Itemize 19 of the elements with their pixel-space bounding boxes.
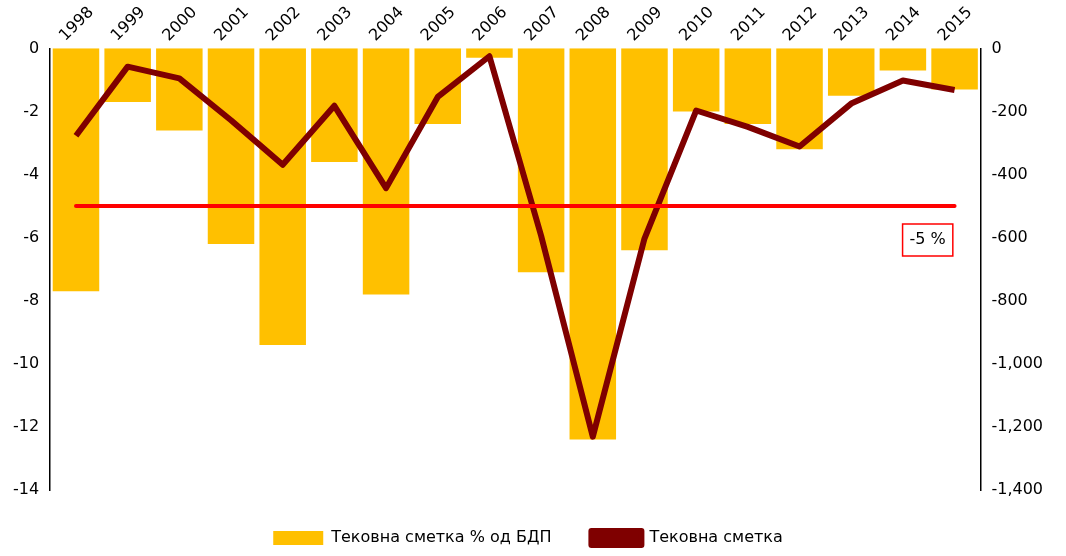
ref-line-label: -5 % bbox=[909, 229, 946, 249]
y2-tick-label: -1,200 bbox=[991, 416, 1043, 436]
y2-tick-label: 0 bbox=[991, 37, 1002, 57]
y2-tick-label: -800 bbox=[991, 289, 1028, 309]
y2-tick-label: -600 bbox=[991, 226, 1028, 246]
y-tick-label: -14 bbox=[12, 479, 40, 499]
y-tick-label: 0 bbox=[28, 37, 40, 57]
y-tick-label: -12 bbox=[12, 416, 40, 436]
y2-tick-label: -400 bbox=[991, 163, 1028, 183]
y2-tick-label: -1,400 bbox=[991, 479, 1043, 499]
y-tick-label: -10 bbox=[12, 352, 40, 372]
y-tick-label: -8 bbox=[23, 289, 40, 309]
legend-label: Тековна сметка % од БДП bbox=[330, 527, 552, 547]
legend-label: Тековна сметка bbox=[648, 527, 783, 547]
y-tick-label: -6 bbox=[23, 226, 40, 246]
y2-tick-label: -1,000 bbox=[991, 352, 1043, 372]
y-tick-label: -4 bbox=[23, 163, 40, 183]
y2-tick-label: -200 bbox=[991, 100, 1028, 120]
y-tick-label: -2 bbox=[23, 100, 40, 120]
